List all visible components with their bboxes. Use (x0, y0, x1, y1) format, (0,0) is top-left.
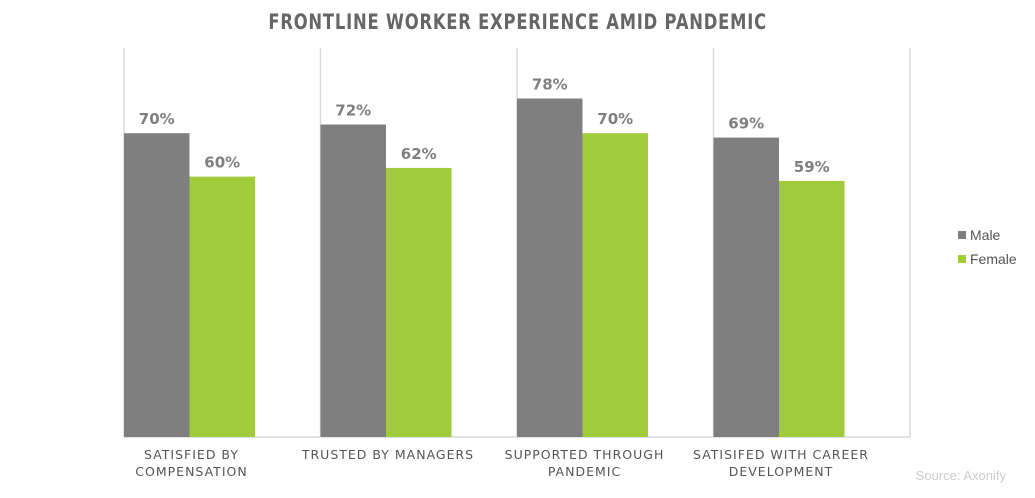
bar-female (582, 133, 648, 437)
category-label: SATISFIED BY (144, 447, 239, 462)
data-label: 70% (139, 110, 175, 128)
bar-female (189, 176, 255, 437)
legend-label: Male (970, 227, 1001, 243)
category-label: DEVELOPMENT (729, 464, 834, 479)
bar-female (386, 167, 452, 438)
legend-swatch (958, 231, 966, 239)
data-label: 62% (401, 145, 437, 163)
category-label: PANDEMIC (548, 464, 621, 479)
source-note: Source: Axonify (916, 468, 1007, 483)
category-label: COMPENSATION (135, 464, 247, 479)
category-label: TRUSTED BY MANAGERS (301, 447, 474, 462)
bar-male (320, 124, 386, 438)
data-label: 70% (597, 110, 633, 128)
data-label: 78% (532, 75, 568, 93)
legend-label: Female (970, 251, 1017, 267)
data-label: 69% (728, 115, 764, 133)
bar-female (779, 180, 845, 437)
data-label: 59% (794, 158, 830, 176)
bar-male (517, 98, 583, 437)
data-label: 60% (204, 154, 240, 172)
bar-male (713, 137, 779, 438)
bar-male (124, 133, 190, 437)
chart-title: FRONTLINE WORKER EXPERIENCE AMID PANDEMI… (268, 10, 767, 34)
legend-swatch (958, 255, 966, 263)
category-label: SUPPORTED THROUGH (505, 447, 665, 462)
data-label: 72% (335, 102, 371, 120)
category-label: SATISIFED WITH CAREER (693, 447, 869, 462)
